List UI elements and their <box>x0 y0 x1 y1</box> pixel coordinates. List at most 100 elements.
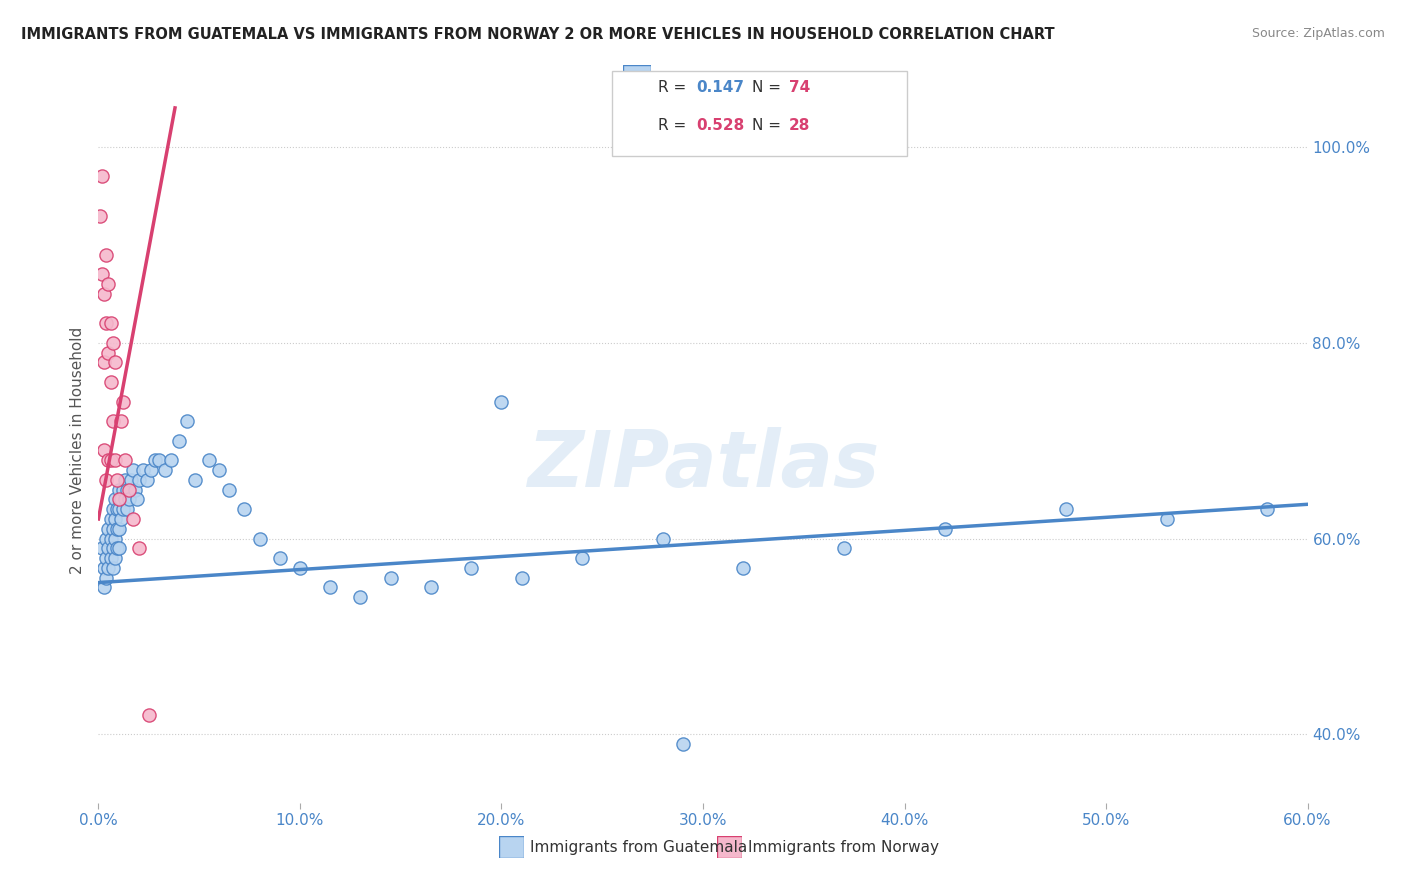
Point <box>115 502 138 516</box>
Point <box>114 473 136 487</box>
Point <box>93 581 115 595</box>
Point <box>103 532 125 546</box>
Point <box>107 483 129 497</box>
Text: Source: ZipAtlas.com: Source: ZipAtlas.com <box>1251 27 1385 40</box>
Point <box>91 541 114 556</box>
Point <box>103 512 125 526</box>
Point <box>135 473 157 487</box>
Point <box>184 473 207 487</box>
Y-axis label: 2 or more Vehicles in Household: 2 or more Vehicles in Household <box>69 326 84 574</box>
Point <box>132 463 155 477</box>
Point <box>97 345 120 359</box>
Point <box>733 561 755 575</box>
Point <box>100 375 122 389</box>
Point <box>107 502 129 516</box>
Point <box>100 532 122 546</box>
Point <box>269 551 291 566</box>
Point <box>1156 512 1178 526</box>
Point <box>153 463 176 477</box>
Point <box>139 463 162 477</box>
Point <box>110 414 132 428</box>
Point <box>111 394 134 409</box>
Point <box>103 551 125 566</box>
Point <box>97 453 120 467</box>
Point <box>101 502 124 516</box>
Point <box>121 463 143 477</box>
Point <box>101 414 124 428</box>
Point <box>125 492 148 507</box>
Point <box>110 512 132 526</box>
Point <box>349 591 371 605</box>
Point <box>107 522 129 536</box>
Point <box>208 463 231 477</box>
Text: N =: N = <box>752 118 786 133</box>
Text: ZIPatlas: ZIPatlas <box>527 426 879 502</box>
Point <box>111 502 134 516</box>
Point <box>100 551 122 566</box>
Point <box>143 453 166 467</box>
Point <box>110 492 132 507</box>
Point <box>1256 502 1278 516</box>
Point <box>118 492 141 507</box>
Text: 74: 74 <box>789 80 810 95</box>
Point <box>111 483 134 497</box>
Point <box>176 414 198 428</box>
Point <box>120 473 142 487</box>
Point <box>510 571 533 585</box>
Text: R =: R = <box>658 118 692 133</box>
Point <box>96 571 118 585</box>
Point <box>97 522 120 536</box>
Point <box>934 522 956 536</box>
Point <box>832 541 855 556</box>
Point <box>128 541 150 556</box>
Point <box>571 551 593 566</box>
Point <box>114 453 136 467</box>
Point <box>96 551 118 566</box>
Text: 28: 28 <box>789 118 810 133</box>
Point <box>121 512 143 526</box>
Point <box>96 248 118 262</box>
Point <box>105 502 128 516</box>
Point <box>218 483 240 497</box>
Point <box>96 473 118 487</box>
Point <box>100 453 122 467</box>
Point <box>118 483 141 497</box>
Point <box>91 169 114 184</box>
Point <box>167 434 190 448</box>
Point <box>105 541 128 556</box>
Point <box>96 532 118 546</box>
Point <box>93 561 115 575</box>
Point <box>128 473 150 487</box>
Point <box>96 316 118 330</box>
Point <box>249 532 271 546</box>
Text: R =: R = <box>658 80 692 95</box>
Point <box>420 581 443 595</box>
Text: N =: N = <box>752 80 786 95</box>
Point <box>380 571 402 585</box>
Point <box>115 483 138 497</box>
Point <box>103 355 125 369</box>
Point <box>101 522 124 536</box>
Point <box>198 453 221 467</box>
Point <box>160 453 183 467</box>
Point <box>319 581 342 595</box>
Point <box>460 561 482 575</box>
Point <box>91 268 114 282</box>
Point <box>124 483 146 497</box>
Point <box>107 541 129 556</box>
Text: 0.147: 0.147 <box>696 80 744 95</box>
Point <box>93 286 115 301</box>
Point <box>93 355 115 369</box>
Point <box>288 561 311 575</box>
Point <box>672 737 695 751</box>
Text: IMMIGRANTS FROM GUATEMALA VS IMMIGRANTS FROM NORWAY 2 OR MORE VEHICLES IN HOUSEH: IMMIGRANTS FROM GUATEMALA VS IMMIGRANTS … <box>21 27 1054 42</box>
Point <box>103 453 125 467</box>
Point <box>100 512 122 526</box>
Text: Immigrants from Norway: Immigrants from Norway <box>748 840 939 855</box>
Point <box>1054 502 1077 516</box>
Point <box>148 453 170 467</box>
Point <box>100 316 122 330</box>
Point <box>97 561 120 575</box>
Point <box>138 707 160 722</box>
Point <box>105 473 128 487</box>
